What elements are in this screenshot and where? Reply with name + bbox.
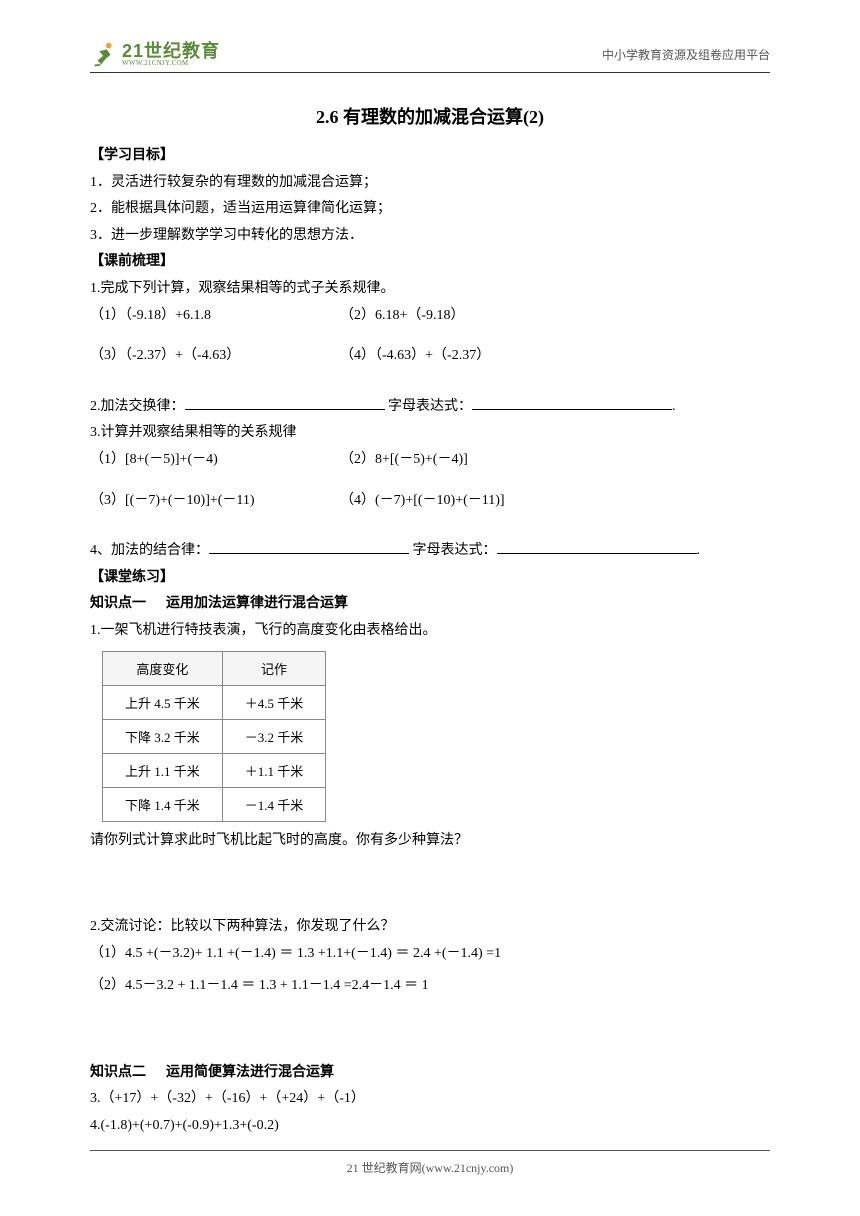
preclass-q1-b: （2）6.18+（-9.18） — [340, 303, 465, 330]
preclass-q2: 2.加法交换律： 字母表达式：. — [90, 394, 770, 421]
table-row: 下降 3.2 千米 －3.2 千米 — [103, 719, 326, 753]
preclass-q1-row1: （1）（-9.18）+6.1.8 （2）6.18+（-9.18） — [90, 303, 770, 330]
spacer — [90, 514, 770, 538]
spacer — [90, 370, 770, 394]
preclass-q3-c: （3）[(－7)+(－10)]+(－11) — [90, 488, 340, 515]
inclass-head: 【课堂练习】 — [90, 565, 770, 592]
spacer — [90, 1000, 770, 1060]
table-cell: 上升 1.1 千米 — [103, 753, 223, 787]
header-rule — [90, 72, 770, 73]
goal-2: 2．能根据具体问题，适当运用运算律简化运算； — [90, 196, 770, 223]
blank-input[interactable] — [209, 540, 409, 554]
preclass-head: 【课前梳理】 — [90, 249, 770, 276]
q2-mid: 字母表达式： — [385, 399, 473, 414]
header-right-text: 中小学教育资源及组卷应用平台 — [602, 46, 770, 63]
preclass-q1-d: （4）（-4.63）+（-2.37） — [340, 343, 490, 370]
page-container: 21世纪教育 WWW.21CNJY.COM 中小学教育资源及组卷应用平台 2.6… — [0, 0, 860, 1180]
preclass-q3-d: （4）(－7)+[(－10)+(－11)] — [340, 488, 505, 515]
blank-input[interactable] — [185, 396, 385, 410]
page-title: 2.6 有理数的加减混合运算(2) — [90, 103, 770, 129]
logo-sub-text: WWW.21CNJY.COM — [122, 60, 220, 67]
spacer — [90, 854, 770, 914]
table-cell: ＋4.5 千米 — [222, 685, 326, 719]
runner-icon — [90, 40, 118, 68]
goals-head: 【学习目标】 — [90, 143, 770, 170]
preclass-q4: 4、加法的结合律： 字母表达式：. — [90, 538, 770, 565]
preclass-q3-intro: 3.计算并观察结果相等的关系规律 — [90, 420, 770, 447]
k1-q1-followup: 请你列式计算求此时飞机比起飞时的高度。你有多少种算法？ — [90, 828, 770, 855]
k1-q2-b: （2）4.5－3.2 + 1.1－1.4 ＝ 1.3 + 1.1－1.4 =2.… — [90, 973, 770, 1000]
table-cell: －3.2 千米 — [222, 719, 326, 753]
table-row: 上升 1.1 千米 ＋1.1 千米 — [103, 753, 326, 787]
altitude-table: 高度变化 记作 上升 4.5 千米 ＋4.5 千米 下降 3.2 千米 －3.2… — [102, 651, 326, 822]
blank-input[interactable] — [472, 396, 672, 410]
logo-area: 21世纪教育 WWW.21CNJY.COM — [90, 40, 220, 68]
knowledge-2-head: 知识点二 运用简便算法进行混合运算 — [90, 1060, 770, 1087]
table-header-cell: 记作 — [222, 651, 326, 685]
table-cell: 下降 3.2 千米 — [103, 719, 223, 753]
k1-q2-intro: 2.交流讨论：比较以下两种算法，你发现了什么？ — [90, 914, 770, 941]
q4-label: 4、加法的结合律： — [90, 543, 209, 558]
logo-main-text: 21世纪教育 — [122, 42, 220, 60]
q4-mid: 字母表达式： — [409, 543, 497, 558]
preclass-q3-row1: （1）[8+(－5)]+(－4) （2）8+[(－5)+(－4)] — [90, 447, 770, 474]
k1-q2-a: （1）4.5 +(－3.2)+ 1.1 +(－1.4) ＝ 1.3 +1.1+(… — [90, 941, 770, 968]
logo-text: 21世纪教育 WWW.21CNJY.COM — [122, 42, 220, 67]
preclass-q1-row2: （3）（-2.37）+（-4.63） （4）（-4.63）+（-2.37） — [90, 343, 770, 370]
knowledge-1-head: 知识点一 运用加法运算律进行混合运算 — [90, 591, 770, 618]
header-row: 21世纪教育 WWW.21CNJY.COM 中小学教育资源及组卷应用平台 — [90, 40, 770, 68]
preclass-q3-a: （1）[8+(－5)]+(－4) — [90, 447, 340, 474]
table-row: 上升 4.5 千米 ＋4.5 千米 — [103, 685, 326, 719]
q2-label: 2.加法交换律： — [90, 399, 185, 414]
table-cell: 上升 4.5 千米 — [103, 685, 223, 719]
q4-end: . — [697, 543, 701, 558]
spacer — [90, 329, 770, 343]
k2-b: 运用简便算法进行混合运算 — [166, 1065, 334, 1080]
k1-b: 运用加法运算律进行混合运算 — [166, 596, 348, 611]
k2-q4: 4.(-1.8)+(+0.7)+(-0.9)+1.3+(-0.2) — [90, 1113, 770, 1140]
preclass-q3-b: （2）8+[(－5)+(－4)] — [340, 447, 468, 474]
table-row: 高度变化 记作 — [103, 651, 326, 685]
q2-end: . — [672, 399, 676, 414]
table-cell: －1.4 千米 — [222, 787, 326, 821]
preclass-q3-row2: （3）[(－7)+(－10)]+(－11) （4）(－7)+[(－10)+(－1… — [90, 488, 770, 515]
table-header-cell: 高度变化 — [103, 651, 223, 685]
table-row: 下降 1.4 千米 －1.4 千米 — [103, 787, 326, 821]
spacer — [90, 474, 770, 488]
footer-rule — [90, 1150, 770, 1151]
goal-3: 3．进一步理解数学学习中转化的思想方法． — [90, 223, 770, 250]
table-cell: ＋1.1 千米 — [222, 753, 326, 787]
k2-a: 知识点二 — [90, 1065, 146, 1080]
k1-a: 知识点一 — [90, 596, 146, 611]
footer-text: 21 世纪教育网(www.21cnjy.com) — [90, 1159, 770, 1176]
table-cell: 下降 1.4 千米 — [103, 787, 223, 821]
goal-1: 1．灵活进行较复杂的有理数的加减混合运算； — [90, 170, 770, 197]
k2-q3: 3.（+17）+（-32）+（-16）+（+24）+（-1） — [90, 1086, 770, 1113]
blank-input[interactable] — [497, 540, 697, 554]
preclass-q1-c: （3）（-2.37）+（-4.63） — [90, 343, 340, 370]
preclass-q1-intro: 1.完成下列计算，观察结果相等的式子关系规律。 — [90, 276, 770, 303]
k1-q1: 1.一架飞机进行特技表演，飞行的高度变化由表格给出。 — [90, 618, 770, 645]
footer: 21 世纪教育网(www.21cnjy.com) — [90, 1150, 770, 1176]
preclass-q1-a: （1）（-9.18）+6.1.8 — [90, 303, 340, 330]
